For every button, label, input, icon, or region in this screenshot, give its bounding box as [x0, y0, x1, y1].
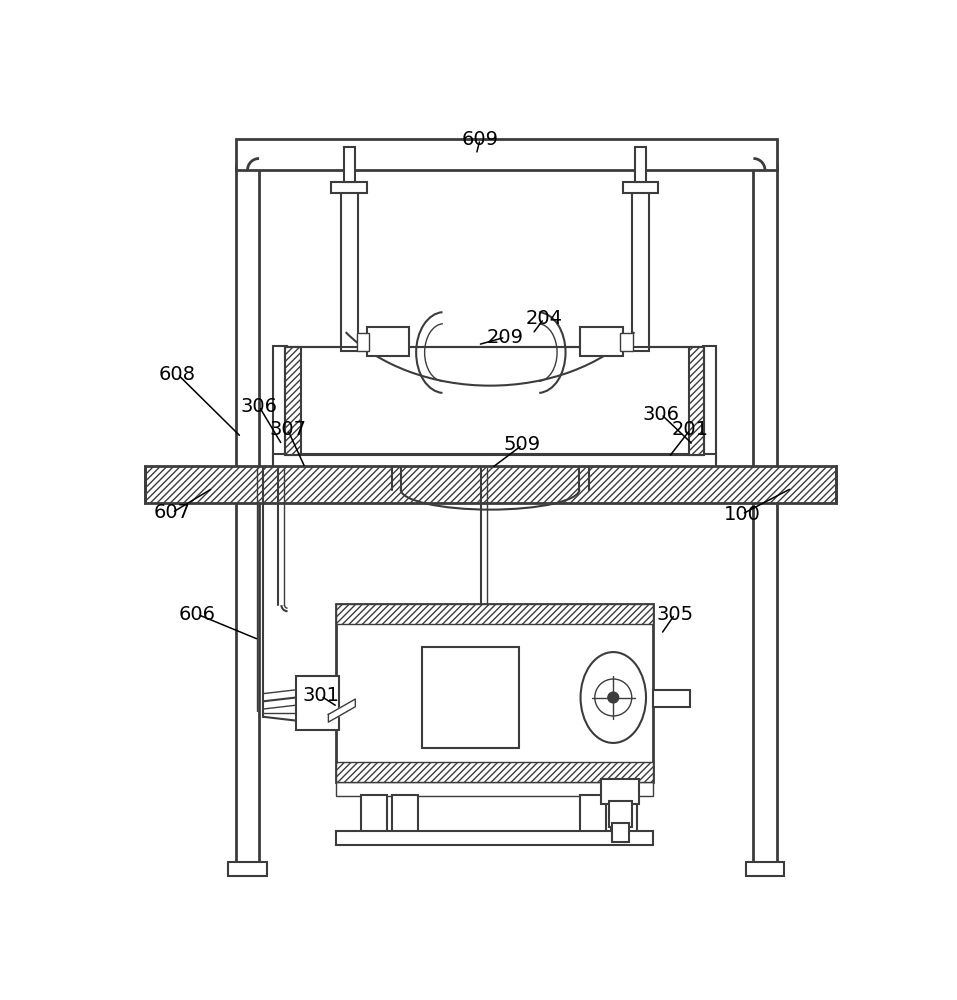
Bar	[236, 165, 259, 865]
Ellipse shape	[581, 652, 646, 743]
Text: 509: 509	[503, 435, 541, 454]
Bar	[391, 795, 417, 835]
Bar	[601, 779, 639, 804]
Text: 607: 607	[153, 503, 190, 522]
Bar	[634, 147, 646, 182]
Bar	[336, 831, 654, 845]
Bar	[331, 182, 367, 193]
Bar	[336, 604, 654, 624]
Text: 306: 306	[240, 397, 278, 416]
Bar	[357, 333, 369, 351]
Bar	[612, 823, 629, 842]
Bar	[285, 347, 704, 455]
Polygon shape	[328, 699, 355, 722]
Bar	[361, 795, 387, 835]
Bar	[611, 795, 637, 835]
Bar	[367, 327, 410, 356]
Bar	[344, 147, 354, 182]
Bar	[336, 782, 654, 796]
Text: 209: 209	[487, 328, 524, 347]
Bar	[145, 466, 835, 503]
Text: 305: 305	[657, 605, 694, 624]
Bar	[620, 333, 633, 351]
Bar	[580, 327, 622, 356]
Bar	[341, 189, 358, 351]
Bar	[654, 690, 690, 707]
Bar	[422, 647, 519, 748]
Text: 606: 606	[179, 605, 216, 624]
Bar	[609, 801, 632, 827]
Bar	[336, 604, 654, 782]
Circle shape	[608, 692, 618, 703]
Text: 609: 609	[461, 130, 499, 149]
Bar	[285, 347, 300, 455]
Bar	[236, 139, 776, 170]
Text: 307: 307	[269, 420, 306, 439]
Bar	[296, 676, 339, 730]
Text: 608: 608	[159, 365, 196, 384]
Text: 201: 201	[672, 420, 709, 439]
Text: 204: 204	[525, 309, 563, 328]
Bar	[632, 189, 649, 351]
Bar	[746, 862, 784, 876]
Bar	[622, 182, 658, 193]
Text: 306: 306	[642, 405, 679, 424]
Bar	[229, 862, 267, 876]
Text: 100: 100	[723, 505, 760, 524]
Bar	[689, 347, 704, 455]
Bar	[273, 454, 717, 468]
Bar	[336, 762, 654, 782]
Text: 301: 301	[302, 686, 339, 705]
Bar	[753, 165, 776, 865]
Bar	[702, 346, 717, 460]
Bar	[580, 795, 607, 835]
Bar	[273, 346, 287, 460]
